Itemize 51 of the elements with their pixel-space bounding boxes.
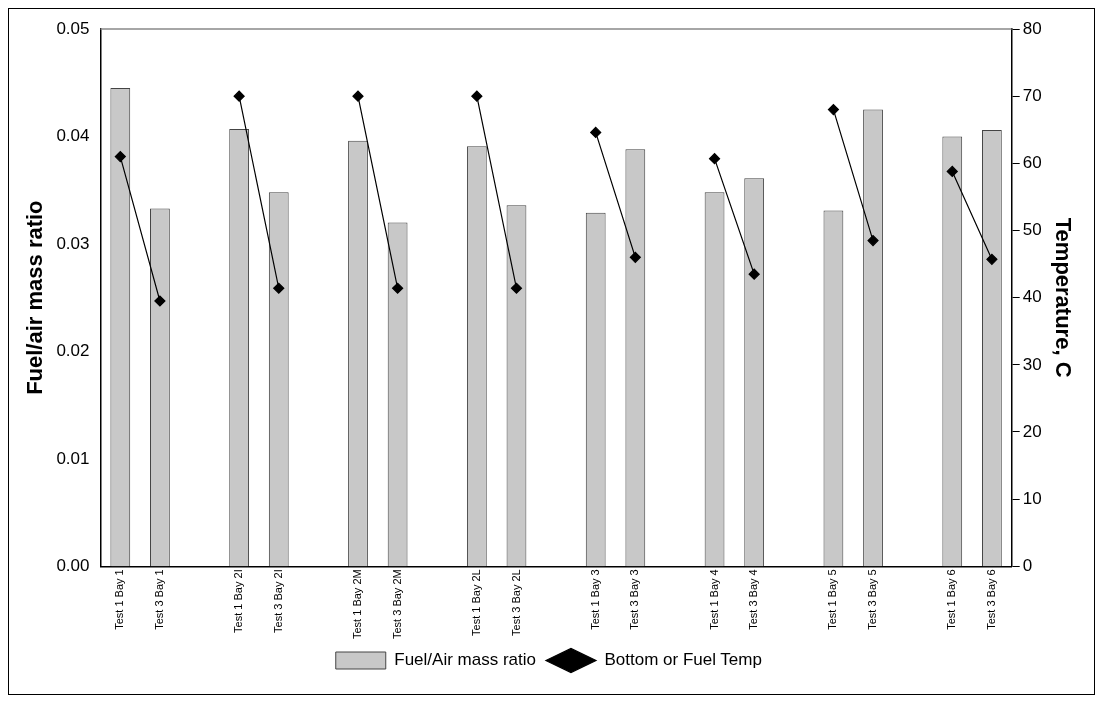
y-tick-label: 0.05 — [56, 18, 90, 38]
point — [392, 282, 404, 294]
x-tick-label: Test 1 Bay 5 — [826, 569, 839, 630]
y2-tick-label: 70 — [1022, 85, 1042, 105]
y2-tick-label: 40 — [1022, 287, 1042, 307]
y-tick-label: 0.02 — [56, 341, 90, 361]
point — [510, 282, 523, 294]
x-tick-label: Test 3 Bay 2L — [509, 569, 522, 636]
x-tick-label: Test 3 Bay 4 — [747, 569, 760, 630]
legend-label: Fuel/Air mass ratio — [394, 650, 536, 670]
x-tick-label: Test 1 Bay 4 — [707, 569, 720, 630]
x-tick-label: Test 3 Bay 1 — [152, 569, 165, 630]
y-axis-title: Fuel/air mass ratio — [22, 200, 48, 395]
point — [471, 90, 483, 102]
point — [590, 126, 602, 139]
y2-tick-label: 80 — [1022, 18, 1042, 38]
y2-tick-label: 60 — [1022, 153, 1042, 173]
y-tick-label: 0.03 — [56, 233, 90, 253]
y2-tick-label: 20 — [1022, 421, 1042, 441]
x-tick-label: Test 3 Bay 2M — [390, 569, 403, 640]
point — [273, 282, 285, 294]
point — [748, 268, 760, 280]
point — [986, 253, 998, 265]
x-tick-label: Test 3 Bay 6 — [984, 569, 997, 630]
y2-tick-label: 10 — [1022, 488, 1042, 508]
y2-tick-label: 50 — [1022, 220, 1042, 240]
point — [629, 251, 641, 263]
x-tick-label: Test 1 Bay 3 — [588, 569, 601, 630]
x-tick-label: Test 3 Bay 3 — [628, 569, 641, 630]
point — [708, 153, 721, 165]
legend-label: Bottom or Fuel Temp — [604, 650, 762, 670]
x-tick-label: Test 1 Bay 2M — [351, 569, 364, 640]
x-tick-label: Test 1 Bay 2L — [469, 569, 482, 636]
y2-tick-label: 0 — [1022, 555, 1033, 575]
point — [827, 104, 840, 116]
x-tick-label: Test 1 Bay 6 — [945, 569, 958, 630]
x-tick-label: Test 3 Bay 5 — [866, 569, 879, 630]
x-tick-label: Test 1 Bay 2I — [232, 569, 245, 633]
point — [867, 234, 879, 247]
y2-tick-label: 30 — [1022, 354, 1042, 374]
y-tick-label: 0.00 — [56, 555, 90, 575]
point — [352, 90, 364, 102]
x-tick-label: Test 3 Bay 2I — [271, 569, 284, 633]
y-tick-label: 0.04 — [56, 126, 90, 146]
point — [946, 165, 958, 177]
y2-axis-title: Temperature, C — [1050, 217, 1076, 378]
point — [154, 295, 166, 307]
point — [114, 151, 126, 163]
y-tick-label: 0.01 — [56, 448, 90, 468]
point — [233, 90, 245, 102]
x-tick-label: Test 1 Bay 1 — [113, 569, 126, 630]
